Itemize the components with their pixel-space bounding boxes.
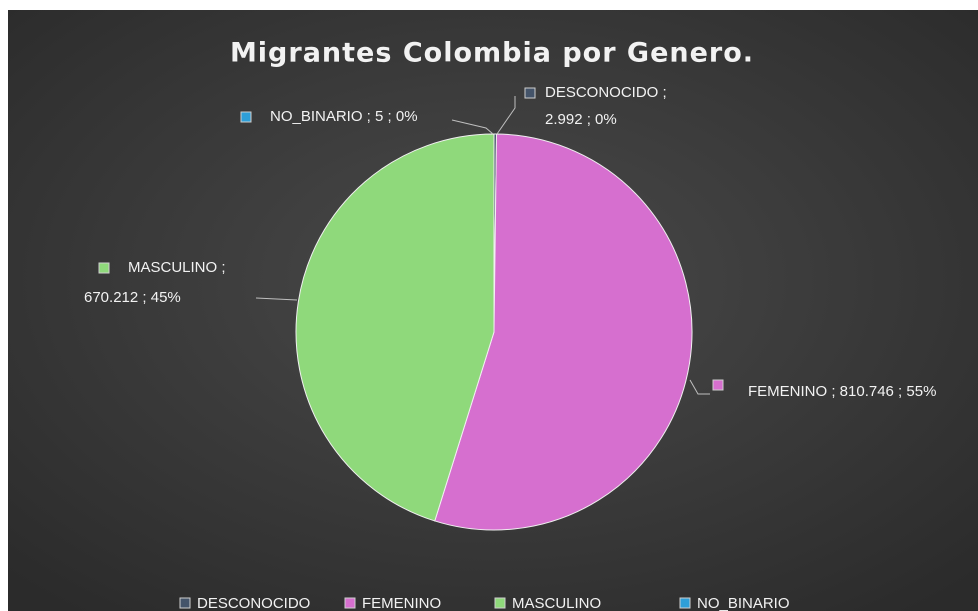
legend-swatch [179, 597, 191, 609]
legend-label: FEMENINO [362, 595, 441, 611]
pie-slice [434, 133, 693, 531]
data-label: DESCONOCIDO ; [545, 84, 667, 101]
label-swatch [712, 379, 724, 391]
data-label: MASCULINO ; [128, 259, 226, 276]
legend-label: MASCULINO [512, 595, 601, 611]
legend-swatch [494, 597, 506, 609]
data-label: 2.992 ; 0% [545, 111, 617, 128]
leader-line [689, 379, 710, 395]
legend-swatch [344, 597, 356, 609]
chart-title: Migrantes Colombia por Genero. [230, 38, 754, 69]
legend-label: DESCONOCIDO [197, 595, 310, 611]
label-swatch [524, 87, 536, 99]
leader-line [496, 96, 516, 135]
label-swatch [240, 111, 252, 123]
data-label: NO_BINARIO ; 5 ; 0% [270, 108, 418, 125]
pie-slice [295, 133, 495, 522]
leader-line [255, 297, 298, 301]
label-swatch [98, 262, 110, 274]
legend-swatch [679, 597, 691, 609]
leader-line [451, 119, 494, 135]
legend-label: NO_BINARIO [697, 595, 790, 611]
data-label: FEMENINO ; 810.746 ; 55% [748, 383, 936, 400]
data-label: 670.212 ; 45% [84, 289, 181, 306]
